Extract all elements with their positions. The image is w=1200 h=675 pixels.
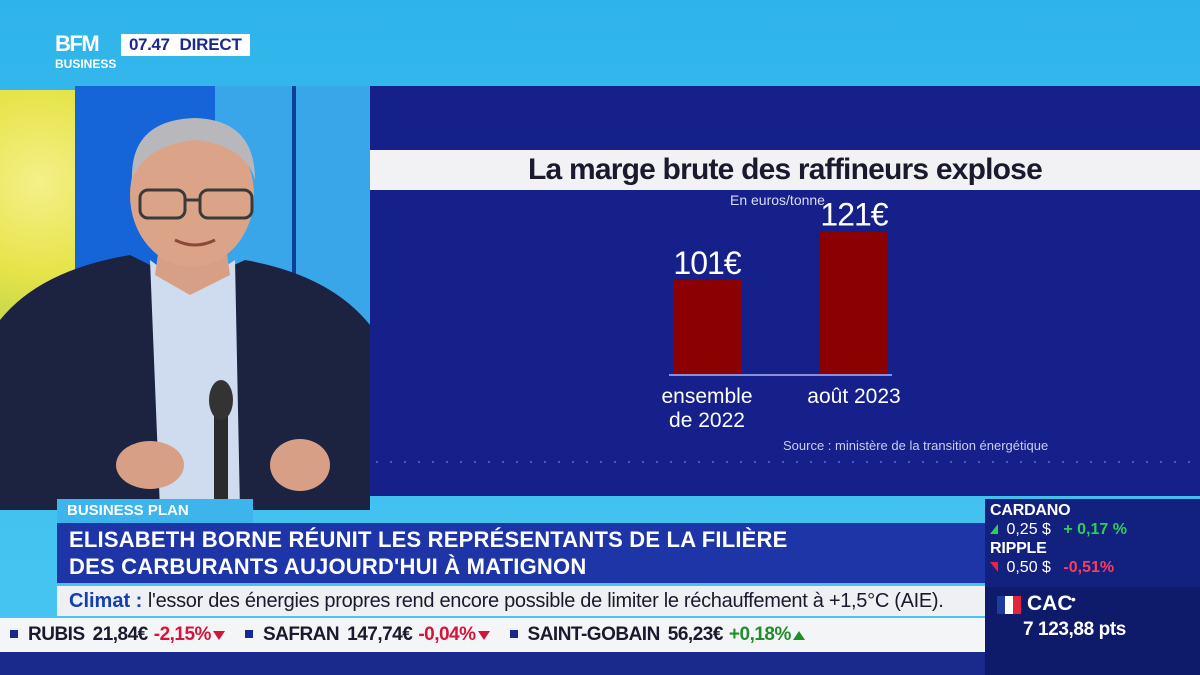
- ticker-stock-name: SAINT-GOBAIN: [527, 624, 661, 645]
- ticker-separator: [10, 629, 18, 638]
- logo-text-top: BFM: [55, 31, 100, 56]
- chart-bar: [673, 279, 741, 375]
- crypto-name: CARDANO: [990, 502, 1071, 519]
- crypto-ripple: RIPPLE 0,50 $ -0,51%: [990, 540, 1114, 577]
- crypto-change: + 0,17 %: [1063, 521, 1127, 538]
- chart-category-label: ensemble: [661, 385, 752, 408]
- chart-bar: [820, 231, 888, 375]
- markets-panel: CARDANO 0,25 $ + 0,17 % RIPPLE 0,50 $ -0…: [985, 499, 1200, 675]
- crypto-price: 0,50 $: [1006, 559, 1051, 576]
- news-crawl-label: Climat :: [69, 590, 143, 612]
- decorative-dots: [370, 461, 1200, 463]
- ticker-stock-change: -0,04%: [418, 624, 476, 645]
- ticker-stock-price: 21,84€: [92, 624, 149, 645]
- clock-time: 07.47: [129, 35, 170, 54]
- presenter-video: [0, 110, 370, 510]
- ticker-item: RUBIS 21,84€ -2,15%: [28, 618, 225, 652]
- show-label: BUSINESS PLAN: [57, 499, 253, 523]
- news-crawl: Climat : l'essor des énergies propres re…: [57, 586, 985, 616]
- chart-source: Source : ministère de la transition éner…: [783, 438, 1049, 453]
- stock-ticker: RUBIS 21,84€ -2,15% SAFRAN 147,74€ -0,04% SAIN…: [0, 618, 985, 652]
- ticker-separator: [509, 629, 518, 638]
- presenter-figure: [0, 118, 370, 510]
- chart-panel: La marge brute des raffineurs explose En…: [370, 86, 1200, 496]
- headline-line-1: ELISABETH BORNE RÉUNIT LES REPRÉSENTANTS…: [69, 527, 788, 552]
- ticker-stock-name: SAFRAN: [262, 624, 340, 645]
- ticker-stock-price: 147,74€: [347, 624, 413, 645]
- clock-box: 07.47 DIRECT: [121, 34, 250, 56]
- cac-index: CAC • 7 123,88 pts: [985, 587, 1200, 675]
- channel-logo: BFM BUSINESS: [55, 33, 117, 77]
- ticker-item: SAINT-GOBAIN 56,23€ +0,18%: [528, 618, 805, 652]
- up-arrow-icon: [990, 524, 998, 534]
- crypto-price: 0,25 $: [1006, 521, 1051, 538]
- cac-label: CAC: [1027, 592, 1073, 615]
- france-flag-icon: [997, 596, 1021, 614]
- ticker-stock-change: -2,15%: [153, 624, 212, 645]
- ticker-stock-price: 56,23€: [667, 624, 724, 645]
- ticker-item: SAFRAN 147,74€ -0,04%: [263, 618, 490, 652]
- crypto-change: -0,51%: [1063, 559, 1115, 576]
- ticker-stock-name: RUBIS: [28, 624, 85, 645]
- chart-value-label: 101€: [673, 245, 741, 281]
- down-arrow-icon: [477, 631, 490, 640]
- ticker-stock-change: +0,18%: [728, 624, 791, 645]
- news-crawl-text: l'essor des énergies propres rend encore…: [147, 590, 944, 612]
- down-arrow-icon: [990, 562, 998, 572]
- up-arrow-icon: [792, 631, 805, 640]
- ticker-bottom-band: [0, 652, 985, 675]
- chart-subtitle: En euros/tonne: [730, 192, 825, 208]
- live-label: DIRECT: [179, 35, 242, 54]
- headline-box: ELISABETH BORNE RÉUNIT LES REPRÉSENTANTS…: [57, 523, 985, 583]
- down-arrow-icon: [212, 631, 225, 640]
- chart-title-bar: La marge brute des raffineurs explose: [370, 150, 1200, 190]
- chart-category-label: de 2022: [669, 409, 745, 432]
- cac-value: 7 123,88 pts: [1023, 619, 1126, 640]
- chart-title: La marge brute des raffineurs explose: [528, 153, 1043, 186]
- live-dot-icon: •: [1071, 591, 1076, 607]
- headline-line-2: DES CARBURANTS AUJOURD'HUI À MATIGNON: [69, 554, 587, 579]
- crypto-cardano: CARDANO 0,25 $ + 0,17 %: [990, 502, 1127, 539]
- crypto-name: RIPPLE: [990, 540, 1047, 557]
- logo-text-bottom: BUSINESS: [55, 57, 117, 71]
- chart-value-label: 121€: [820, 197, 888, 233]
- ticker-separator: [244, 629, 253, 638]
- chart-category-label: août 2023: [807, 385, 900, 408]
